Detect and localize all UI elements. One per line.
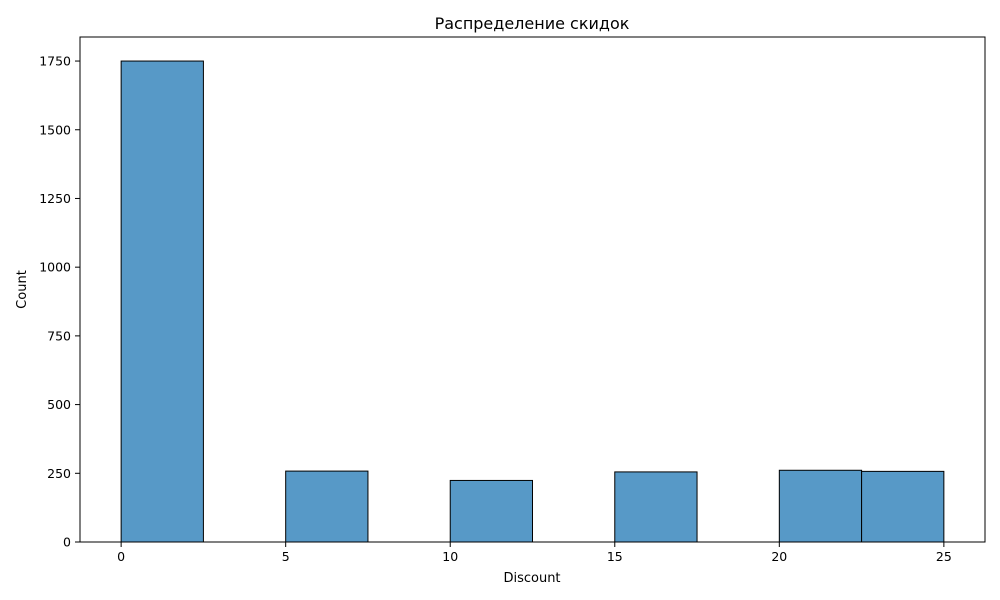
y-axis-label: Count: [15, 270, 30, 309]
y-tick-label: 500: [47, 397, 71, 412]
y-tick-label: 1500: [39, 122, 71, 137]
y-axis: 0 250 500 750 1000 1250 1500 1750: [39, 54, 80, 550]
x-tick-label: 25: [936, 549, 952, 564]
y-tick-label: 1000: [39, 260, 71, 275]
bars-group: [120, 60, 945, 543]
y-tick-label: 750: [47, 328, 71, 343]
x-axis-label: Discount: [503, 571, 560, 586]
x-tick-label: 20: [771, 549, 787, 564]
x-tick-label: 5: [282, 549, 290, 564]
x-tick-label: 0: [117, 549, 125, 564]
histogram-bar-2: [285, 470, 369, 543]
y-tick-label: 250: [47, 466, 71, 481]
y-tick-label: 0: [63, 535, 71, 550]
histogram-bar-4: [449, 479, 533, 543]
histogram-bar-8: [778, 469, 863, 543]
histogram-bar-6: [614, 471, 698, 543]
y-tick-label: 1750: [39, 54, 71, 69]
x-tick-label: 15: [607, 549, 623, 564]
x-axis: 0 5 10 15 20 25: [117, 542, 952, 564]
y-tick-label: 1250: [39, 191, 71, 206]
chart-title: Распределение скидок: [435, 14, 630, 33]
histogram-bar-9: [861, 470, 945, 543]
x-tick-label: 10: [442, 549, 458, 564]
histogram-bar-0: [120, 60, 204, 543]
plot-frame: [79, 36, 986, 543]
